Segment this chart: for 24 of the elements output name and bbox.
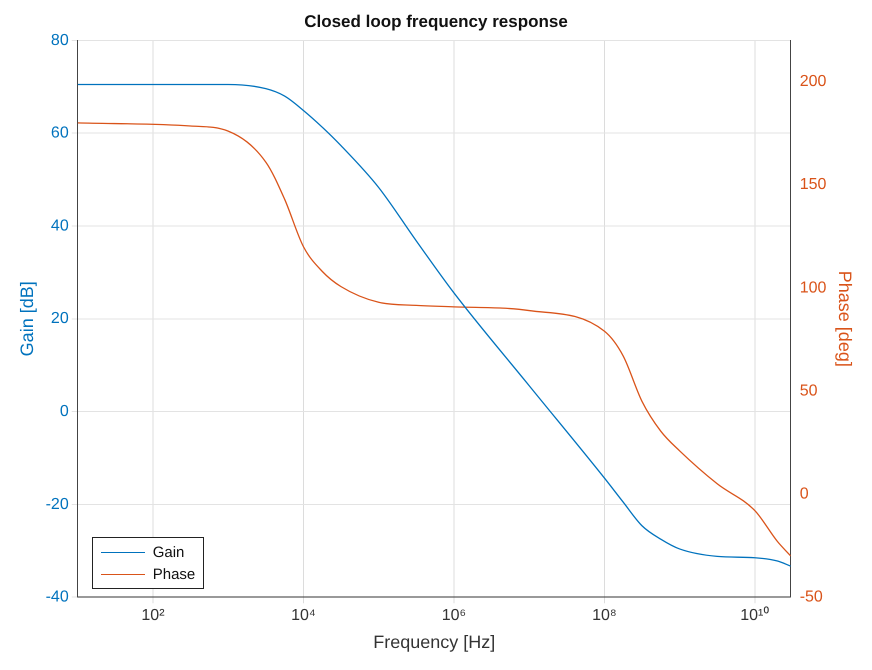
y-axis-title: Gain [dB] bbox=[16, 281, 37, 356]
y-tick-label: -20 bbox=[46, 496, 69, 513]
y-tick-label: 20 bbox=[50, 310, 69, 328]
y2-tick-label: -50 bbox=[800, 588, 823, 606]
y2-tick-label: 150 bbox=[800, 176, 826, 194]
y2-tick-label: 0 bbox=[800, 485, 809, 502]
y-tick-label: 0 bbox=[60, 403, 69, 420]
x-axis-title: Frequency [Hz] bbox=[373, 632, 496, 652]
y2-axis-title: Phase [deg] bbox=[835, 270, 856, 367]
legend-label: Phase bbox=[152, 566, 196, 583]
y2-tick-label: 50 bbox=[800, 382, 818, 400]
x-tick-label: 10⁸ bbox=[592, 607, 617, 624]
y-tick-label: 80 bbox=[50, 32, 69, 49]
legend-label: Gain bbox=[152, 544, 184, 561]
x-tick-label: 10⁴ bbox=[291, 607, 316, 624]
x-tick-label: 10¹⁰ bbox=[740, 606, 770, 624]
y2-tick-label: 200 bbox=[800, 73, 826, 90]
y-tick-label: -40 bbox=[46, 588, 69, 606]
x-tick-label: 10⁶ bbox=[442, 607, 466, 624]
chart-title: Closed loop frequency response bbox=[304, 12, 568, 31]
x-tick-label: 10² bbox=[141, 607, 166, 624]
y-tick-label: 40 bbox=[50, 217, 69, 234]
y-tick-label: 60 bbox=[50, 124, 69, 142]
y2-tick-label: 100 bbox=[800, 279, 826, 296]
